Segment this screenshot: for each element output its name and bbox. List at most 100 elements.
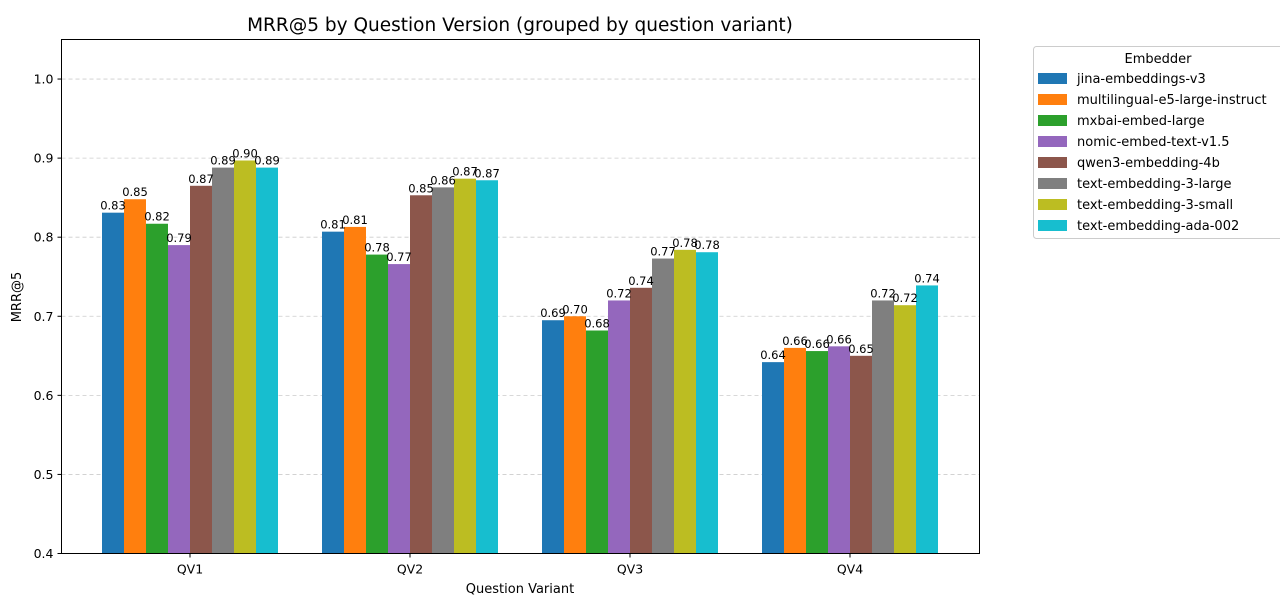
bar-value-label: 0.66 — [826, 332, 852, 346]
bar — [102, 212, 124, 554]
x-axis: QV1 QV2 QV3 QV4 — [177, 553, 863, 577]
bar-value-label: 0.66 — [804, 337, 830, 351]
bar-value-label: 0.87 — [188, 172, 214, 186]
y-tick-label: 0.5 — [34, 467, 54, 482]
bar — [366, 254, 388, 554]
bar — [762, 362, 784, 554]
legend: Embedder jina-embeddings-v3 multilingual-… — [1033, 46, 1280, 239]
bars — [102, 160, 938, 554]
bar — [124, 199, 146, 554]
bar — [784, 347, 806, 554]
x-axis-title: Question Variant — [466, 582, 574, 597]
bar-value-label: 0.69 — [540, 306, 566, 320]
x-tick-label: QV4 — [837, 562, 863, 577]
bar — [256, 167, 278, 554]
legend-items: jina-embeddings-v3 multilingual-e5-large-… — [1038, 72, 1267, 234]
legend-swatch — [1038, 157, 1067, 168]
legend-entry-label: qwen3-embedding-4b — [1077, 156, 1220, 171]
bar — [542, 320, 564, 554]
chart-title: MRR@5 by Question Version (grouped by qu… — [247, 15, 793, 36]
bar-value-label: 0.87 — [452, 165, 478, 179]
bar — [608, 300, 630, 554]
x-tick-label: QV2 — [397, 562, 423, 577]
bar — [564, 316, 586, 554]
legend-box — [1033, 46, 1280, 239]
bar-value-label: 0.72 — [870, 286, 896, 300]
bar — [916, 285, 938, 554]
legend-entry-label: text-embedding-3-large — [1077, 177, 1231, 192]
bar-value-label: 0.77 — [650, 245, 676, 259]
bar — [234, 160, 256, 554]
bar-value-label: 0.89 — [210, 154, 236, 168]
legend-title: Embedder — [1125, 52, 1193, 67]
bar-value-label: 0.78 — [364, 241, 390, 255]
bar-value-label: 0.83 — [100, 199, 126, 213]
bar-value-label: 0.86 — [430, 173, 456, 187]
bar-value-label: 0.89 — [254, 154, 280, 168]
legend-swatch — [1038, 199, 1067, 210]
bar — [586, 330, 608, 554]
bar — [168, 245, 190, 554]
legend-swatch — [1038, 115, 1067, 126]
bar-value-label: 0.85 — [122, 185, 148, 199]
x-tick-label: QV1 — [177, 562, 203, 577]
y-tick-label: 0.6 — [34, 388, 54, 403]
bar-value-label: 0.78 — [672, 236, 698, 250]
y-tick-label: 0.4 — [34, 546, 54, 561]
legend-swatch — [1038, 220, 1067, 231]
bar-value-label: 0.78 — [694, 238, 720, 252]
bar — [322, 231, 344, 554]
bar-value-label: 0.72 — [606, 286, 632, 300]
plot-frame — [61, 39, 980, 554]
bar-value-label: 0.68 — [584, 317, 610, 331]
y-axis-title: MRR@5 — [10, 272, 25, 323]
legend-entry-label: multilingual-e5-large-instruct — [1077, 93, 1267, 108]
bar-value-label: 0.81 — [342, 213, 368, 227]
legend-swatch — [1038, 178, 1067, 189]
legend-swatch — [1038, 73, 1067, 84]
bar-value-label: 0.74 — [914, 271, 940, 285]
bar-value-label: 0.85 — [408, 181, 434, 195]
bar-value-label: 0.70 — [562, 302, 588, 316]
bar-labels: 0.830.850.820.790.870.890.900.890.810.81… — [100, 146, 940, 362]
bar — [696, 252, 718, 554]
bar — [806, 351, 828, 554]
y-tick-label: 0.9 — [34, 151, 54, 166]
bar-value-label: 0.65 — [848, 342, 874, 356]
bar — [652, 258, 674, 554]
legend-entry-label: text-embedding-ada-002 — [1077, 219, 1239, 234]
bar — [894, 305, 916, 554]
bar-value-label: 0.77 — [386, 250, 412, 264]
bar-value-label: 0.81 — [320, 218, 346, 232]
bar — [190, 185, 212, 554]
bar-value-label: 0.79 — [166, 231, 192, 245]
legend-entry-label: text-embedding-3-small — [1077, 198, 1233, 213]
bar — [850, 355, 872, 554]
bar — [212, 167, 234, 554]
bar — [674, 249, 696, 554]
bar-value-label: 0.66 — [782, 334, 808, 348]
y-tick-label: 0.8 — [34, 230, 54, 245]
x-tick-label: QV3 — [617, 562, 643, 577]
bar-value-label: 0.82 — [144, 210, 170, 224]
bar — [454, 178, 476, 554]
bar — [872, 300, 894, 554]
bar — [410, 195, 432, 554]
bar — [432, 187, 454, 554]
y-axis: 0.4 0.5 0.6 0.7 0.8 0.9 1.0 — [34, 72, 62, 561]
bar-value-label: 0.72 — [892, 291, 918, 305]
y-tick-label: 0.7 — [34, 309, 54, 324]
legend-swatch — [1038, 94, 1067, 105]
legend-swatch — [1038, 136, 1067, 147]
bar — [476, 180, 498, 554]
bar — [344, 226, 366, 554]
bar-value-label: 0.64 — [760, 348, 786, 362]
y-tick-label: 1.0 — [34, 72, 54, 87]
bar — [388, 264, 410, 554]
bar-value-label: 0.90 — [232, 146, 258, 160]
bar-value-label: 0.87 — [474, 166, 500, 180]
legend-entry-label: jina-embeddings-v3 — [1076, 72, 1206, 87]
bar — [630, 287, 652, 554]
bar — [146, 223, 168, 554]
